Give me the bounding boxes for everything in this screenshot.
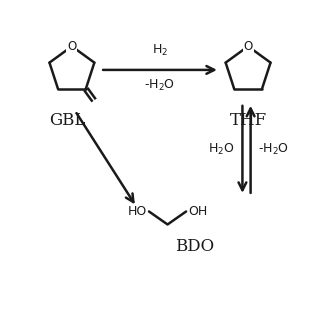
Text: H$_2$O: H$_2$O <box>208 142 235 157</box>
Text: THF: THF <box>229 112 267 129</box>
Text: H$_2$: H$_2$ <box>152 43 168 58</box>
Text: GBL: GBL <box>49 112 85 129</box>
Text: OH: OH <box>188 205 208 218</box>
Text: -H$_2$O: -H$_2$O <box>144 78 176 93</box>
Text: O: O <box>244 40 253 53</box>
Text: O: O <box>67 40 76 53</box>
Text: HO: HO <box>128 205 148 218</box>
Text: -H$_2$O: -H$_2$O <box>259 142 290 157</box>
Text: BDO: BDO <box>175 238 214 255</box>
